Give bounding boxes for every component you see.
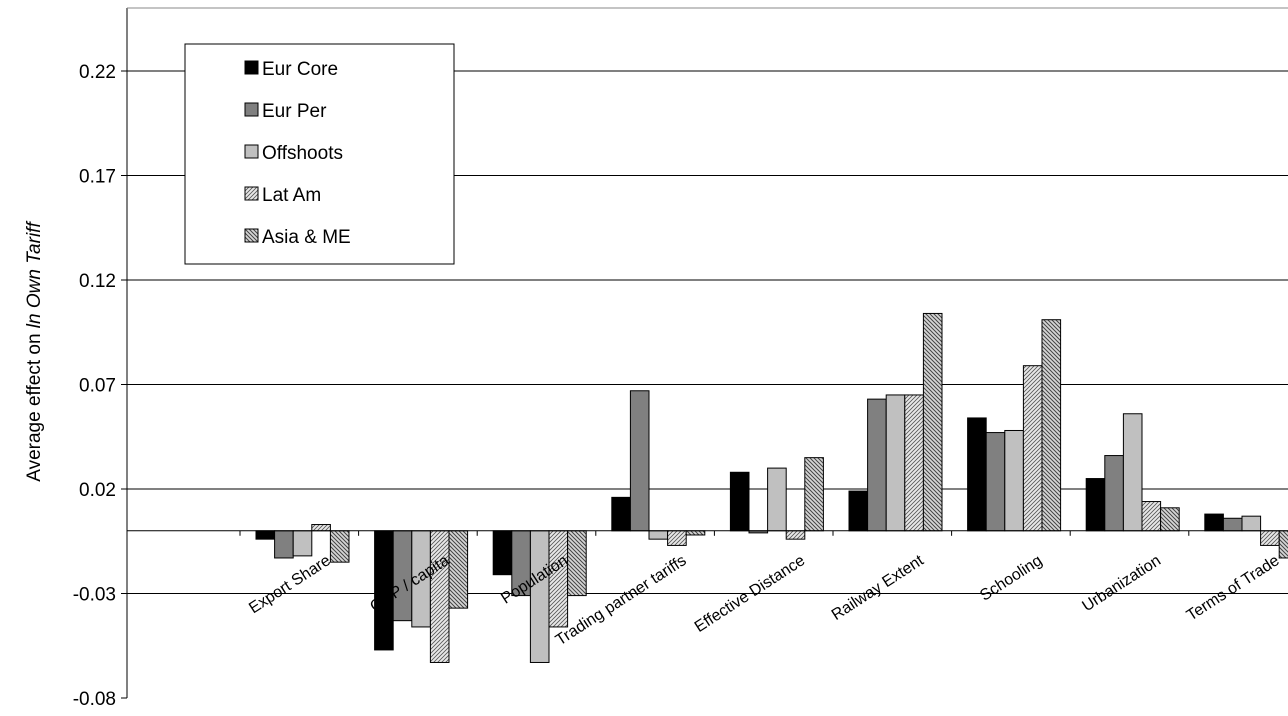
y-tick-label: 0.22 <box>79 62 116 83</box>
bar <box>567 530 587 597</box>
bar <box>985 432 1006 532</box>
bar <box>1222 517 1243 532</box>
legend-label: Asia & ME <box>262 227 351 248</box>
legend-label: Lat Am <box>262 185 321 206</box>
bar <box>448 530 469 609</box>
y-tick-label: 0.17 <box>79 167 116 188</box>
legend-swatch <box>244 102 259 117</box>
bar <box>548 530 569 628</box>
bar <box>1104 455 1124 532</box>
y-tick-label: 0.07 <box>79 376 116 397</box>
bar <box>867 398 887 532</box>
bar <box>1241 515 1262 532</box>
bar <box>255 530 276 540</box>
axes <box>126 7 1288 698</box>
bar <box>1085 478 1106 532</box>
bar <box>1260 530 1280 546</box>
bar <box>629 390 650 532</box>
bar <box>311 524 331 532</box>
bar <box>685 530 706 536</box>
bar <box>967 417 987 532</box>
bar <box>529 530 550 663</box>
bar <box>429 530 450 663</box>
legend-label: Offshoots <box>262 143 343 164</box>
bar <box>1204 513 1224 532</box>
y-tick-label: -0.08 <box>73 689 116 710</box>
bar <box>648 530 669 540</box>
bar <box>785 530 806 540</box>
y-tick-label: -0.03 <box>73 585 116 606</box>
bar <box>767 467 787 532</box>
bar <box>729 471 750 532</box>
bar <box>611 496 631 532</box>
bar <box>492 530 513 576</box>
legend-swatch <box>244 144 259 159</box>
bar <box>804 457 824 532</box>
bar <box>329 530 350 563</box>
bar <box>292 530 313 557</box>
bars <box>255 312 1288 663</box>
bar <box>1022 365 1043 532</box>
bar <box>1160 507 1180 532</box>
bar <box>1004 429 1024 532</box>
bar <box>922 312 943 532</box>
legend-label: Eur Core <box>262 59 338 80</box>
bar <box>1141 501 1162 532</box>
legend: Eur Core Eur Per Offshoots Lat Am Asia & ME <box>184 43 455 265</box>
bar <box>1122 413 1143 532</box>
y-tick-label: 0.12 <box>79 271 116 292</box>
legend-swatch <box>244 228 259 243</box>
bar <box>667 530 687 546</box>
legend-swatch <box>244 60 259 75</box>
legend-swatch <box>244 186 259 201</box>
y-axis-label: Average effect on ln Own Tariff <box>24 221 45 482</box>
legend-box <box>184 43 455 265</box>
legend-label: Eur Per <box>262 101 327 122</box>
bar <box>1278 530 1288 559</box>
y-tick-label: 0.02 <box>79 480 116 501</box>
bar <box>848 490 869 532</box>
y-tick-labels: 0.22 0.17 0.12 0.07 0.02 -0.03 -0.08 <box>73 62 127 710</box>
bar <box>1041 319 1062 532</box>
bar <box>274 530 294 559</box>
bar <box>904 394 924 532</box>
bar <box>885 394 906 532</box>
